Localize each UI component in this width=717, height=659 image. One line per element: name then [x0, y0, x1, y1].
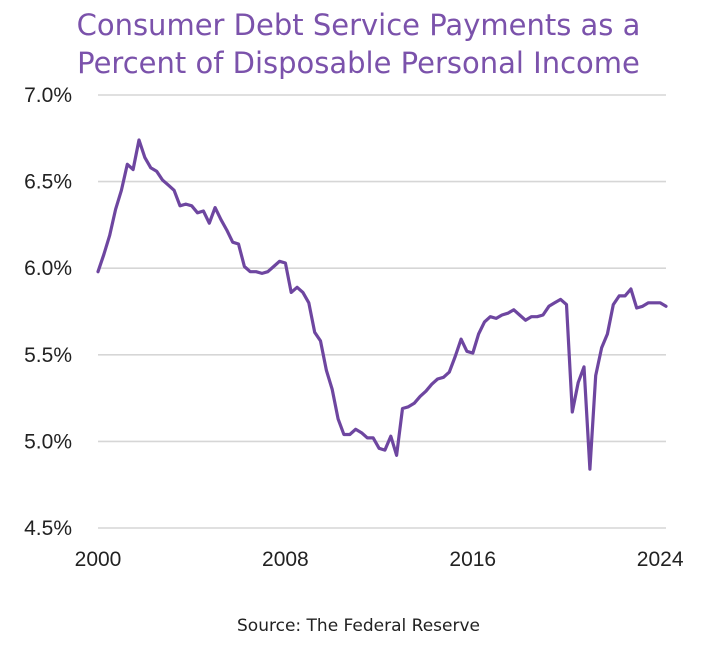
source-note: Source: The Federal Reserve [237, 616, 480, 636]
x-tick-label: 2016 [449, 548, 496, 571]
y-tick-label: 5.5% [24, 344, 72, 367]
series-line [96, 138, 668, 471]
y-tick-label: 6.5% [24, 171, 72, 194]
y-tick-label: 7.0% [24, 84, 72, 107]
x-tick-label: 2008 [262, 548, 309, 571]
chart-title: Consumer Debt Service Payments as a Perc… [0, 6, 717, 82]
y-tick-label: 6.0% [24, 257, 72, 280]
series-layer [96, 138, 668, 471]
y-tick-label: 5.0% [24, 430, 72, 453]
y-tick-label: 4.5% [24, 517, 72, 540]
line-chart: 7.0% 6.5% 6.0% 5.5% 5.0% 4.5% 2000 2008 2016 202… [24, 84, 684, 571]
chart-title-line-1: Consumer Debt Service Payments as a [76, 8, 641, 42]
y-axis-ticks: 7.0% 6.5% 6.0% 5.5% 5.0% 4.5% [24, 84, 72, 540]
gridlines [98, 94, 666, 529]
chart-title-line-2: Percent of Disposable Personal Income [77, 46, 640, 80]
x-tick-label: 2024 [637, 548, 684, 571]
x-axis-ticks: 2000 2008 2016 2024 [75, 548, 684, 571]
x-tick-label: 2000 [75, 548, 122, 571]
